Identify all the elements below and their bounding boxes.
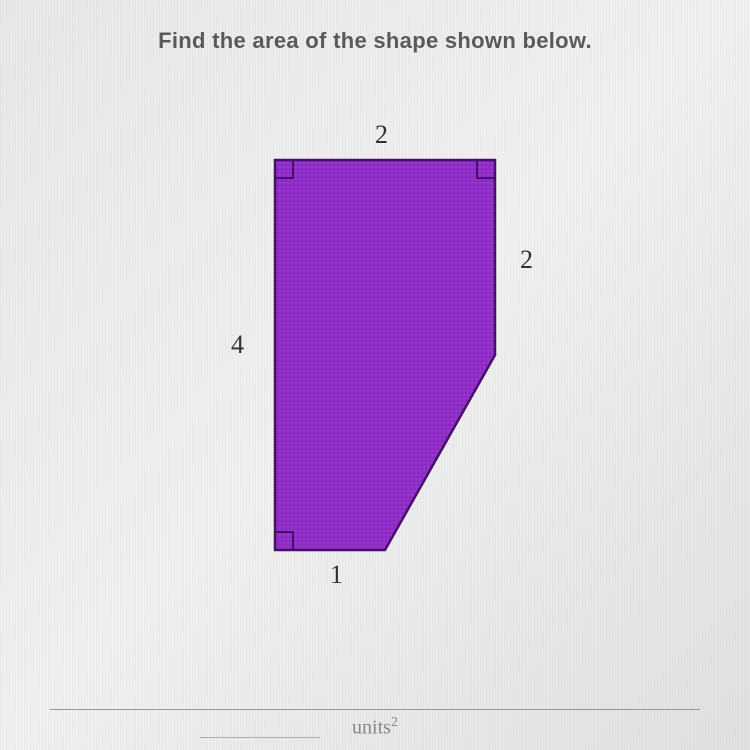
units-text: units [352, 717, 391, 739]
units-exponent: 2 [391, 715, 398, 730]
dimension-bottom: 1 [330, 560, 343, 590]
horizontal-rule [50, 709, 700, 710]
question-prompt: Find the area of the shape shown below. [0, 28, 750, 54]
pentagon-shape [275, 160, 495, 550]
dimension-right: 2 [520, 245, 533, 275]
units-label: units2 [352, 715, 398, 740]
geometry-figure: 2 2 4 1 [175, 130, 575, 630]
dimension-top: 2 [375, 120, 388, 150]
dimension-left: 4 [231, 330, 244, 360]
answer-input-line[interactable] [200, 737, 320, 738]
polygon-shape [175, 130, 575, 590]
